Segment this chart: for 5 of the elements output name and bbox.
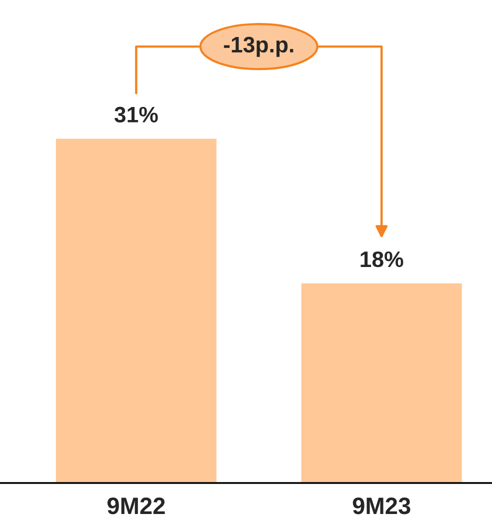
data-label: 18%: [360, 251, 404, 268]
data-label: 31%: [114, 106, 158, 123]
text: -13p.p.: [224, 36, 294, 57]
x-tick-label: 9M23: [352, 498, 410, 514]
x-tick-label: 9M22: [107, 498, 165, 514]
